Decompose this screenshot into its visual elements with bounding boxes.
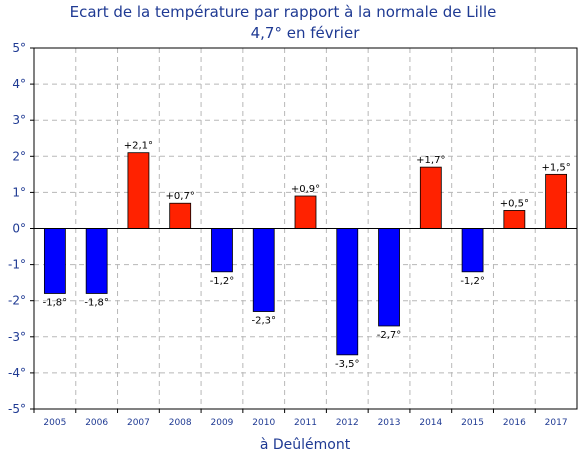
data-label: -1,2° (210, 276, 235, 287)
data-label: +0,5° (500, 198, 529, 209)
bar-2010 (252, 228, 275, 312)
y-tick-label: 0° (12, 222, 26, 236)
y-tick-label: 4° (12, 77, 26, 91)
data-label: -2,7° (377, 330, 402, 341)
x-tick-label: 2015 (461, 418, 484, 428)
x-tick-label: 2005 (43, 418, 66, 428)
x-tick-label: 2014 (419, 418, 442, 428)
y-tick-label: 3° (12, 113, 26, 127)
bar-2006 (85, 228, 108, 294)
chart-subtitle: 4,7° en février (251, 24, 361, 42)
x-tick-label: 2010 (252, 418, 275, 428)
x-tick-label: 2009 (211, 418, 234, 428)
plot-frame (33, 47, 578, 410)
x-tick-label: 2011 (294, 418, 317, 428)
bar-2015 (461, 228, 484, 273)
x-tick-label: 2016 (503, 418, 526, 428)
data-label: +2,1° (124, 141, 153, 152)
bar-2011 (294, 195, 317, 229)
y-tick-label: 2° (12, 149, 26, 163)
bar-2017 (545, 173, 568, 229)
x-axis-ticks: 2005 2006 2007 2008 2009 2010 2011 2012 2013 2014… (33, 409, 568, 428)
bar-2005 (43, 228, 66, 294)
y-tick-label: -2° (8, 294, 26, 308)
x-tick-label: 2007 (127, 418, 150, 428)
data-label: +0,9° (291, 184, 320, 195)
y-tick-label: -4° (8, 366, 26, 380)
bar-2009 (211, 228, 233, 273)
y-axis-ticks: -5° -4° -3° -2° -1° 0° 1° 2° 3° 4° 5° (8, 41, 34, 416)
data-label: +1,5° (541, 162, 570, 173)
bar-2013 (378, 228, 400, 327)
bar-2012 (336, 228, 359, 356)
bar-2014 (419, 166, 442, 229)
bars (43, 152, 568, 356)
data-labels: -1,8° -1,8° +2,1° +0,7° -1,2° -2,3° +0,9° -3,5°… (43, 141, 571, 370)
x-axis-label: à Deûlémont (260, 437, 351, 453)
y-tick-label: 5° (12, 41, 26, 55)
x-tick-label: 2012 (336, 418, 359, 428)
data-label: -1,8° (84, 297, 109, 308)
data-label: -1,2° (460, 276, 485, 287)
y-tick-label: -5° (8, 402, 26, 416)
data-label: -3,5° (335, 359, 360, 370)
x-tick-label: 2017 (545, 418, 568, 428)
x-tick-label: 2006 (85, 418, 108, 428)
y-tick-label: 1° (12, 185, 26, 199)
data-label: +0,7° (166, 191, 195, 202)
data-label: -1,8° (43, 297, 68, 308)
data-label: +1,7° (416, 155, 445, 166)
bar-2007 (127, 152, 150, 229)
chart-title: Ecart de la température par rapport à la… (70, 3, 497, 21)
data-label: -2,3° (251, 316, 276, 327)
bar-2008 (169, 202, 192, 229)
y-tick-label: -1° (8, 258, 26, 272)
x-tick-label: 2013 (378, 418, 401, 428)
y-tick-label: -3° (8, 330, 26, 344)
bar-2016 (503, 210, 526, 229)
x-tick-label: 2008 (169, 418, 192, 428)
